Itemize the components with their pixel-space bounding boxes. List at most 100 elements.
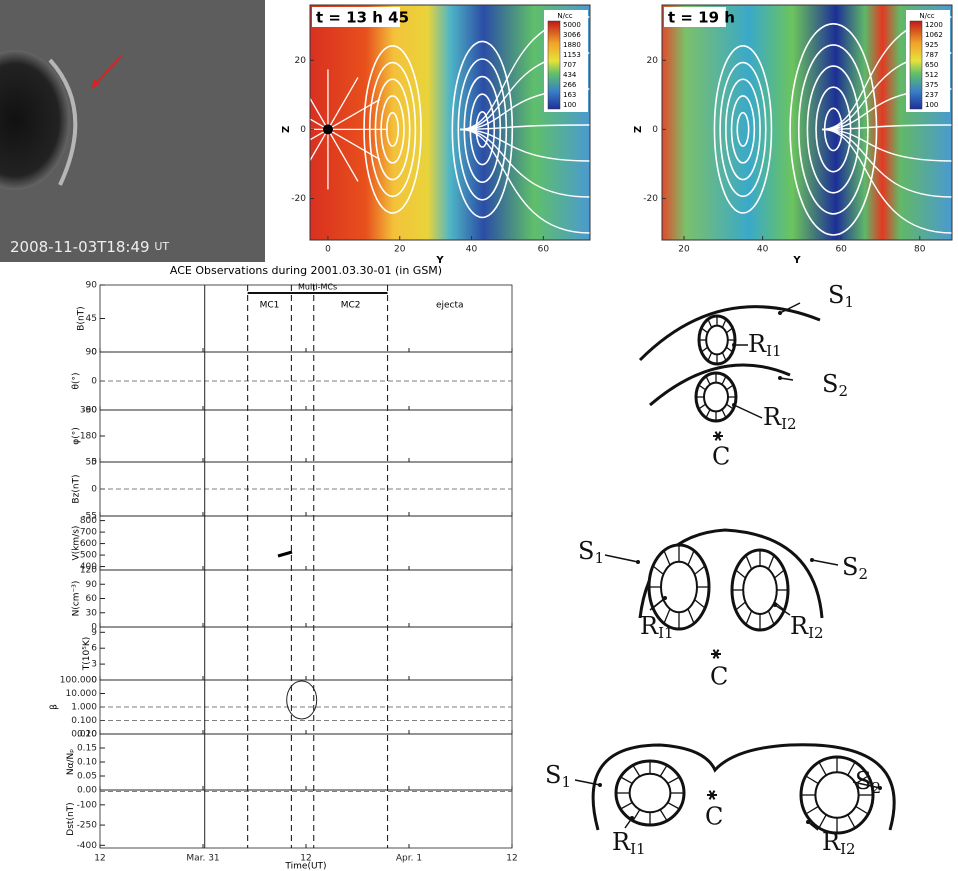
- x-tick-label: 60: [835, 245, 847, 255]
- x-tick-label: 20: [394, 245, 406, 255]
- pointer-head: [732, 343, 736, 347]
- diagram-label: RI1: [612, 828, 646, 859]
- y-tick-label: 0.20: [77, 730, 97, 740]
- rope-spoke: [694, 599, 706, 609]
- label-base: R: [612, 828, 631, 856]
- y-tick-label: -400: [77, 841, 98, 851]
- x-tick-label: 12: [300, 854, 311, 864]
- diagram-label: RI2: [790, 612, 824, 643]
- panel-frame: [99, 461, 513, 517]
- y-tick-label: 0: [91, 348, 97, 358]
- field-line: [275, 98, 329, 130]
- field-line: [327, 77, 359, 130]
- diagram-center: C: [705, 803, 723, 831]
- pointer-head: [663, 596, 667, 600]
- diagram-center: C: [710, 663, 728, 691]
- y-tick-label: 700: [80, 528, 97, 538]
- y-axis-label: β: [50, 704, 60, 710]
- pointer-head: [598, 783, 602, 787]
- y-tick-label: 90: [86, 580, 98, 590]
- y-axis-label: N(cm⁻³): [71, 581, 81, 617]
- y-tick-label: 500: [80, 551, 97, 561]
- y-tick-label: 0: [91, 623, 97, 633]
- colorbar-label: 787: [925, 51, 938, 59]
- rope-spoke: [652, 565, 664, 575]
- colorbar-unit: N/cc: [557, 12, 572, 20]
- colorbar-label: 237: [925, 91, 938, 99]
- y-tick-label: 800: [80, 516, 97, 526]
- rope-spoke: [774, 601, 785, 611]
- streamline: [459, 124, 591, 131]
- y-tick-label: 0.100: [71, 716, 97, 726]
- colorbar-label: 925: [925, 41, 938, 49]
- label-sub: 2: [871, 779, 881, 797]
- panel-frame: [99, 284, 513, 353]
- rope-spoke: [701, 327, 709, 334]
- arrow-head: [92, 79, 100, 88]
- y-tick-label: 0: [91, 485, 97, 495]
- y-tick-label: 20: [647, 56, 659, 66]
- region-label: ejecta: [436, 301, 464, 311]
- rope-spoke: [721, 352, 727, 362]
- y-axis-label: Bz(nT): [71, 474, 81, 503]
- diagram-label: S1: [828, 281, 854, 312]
- rope-spoke: [818, 814, 827, 829]
- y-tick-label: -90: [82, 406, 97, 416]
- rope-spoke: [735, 569, 746, 579]
- pointer: [811, 559, 839, 566]
- rope-spoke: [818, 761, 827, 776]
- colorbar-label: 1200: [925, 21, 943, 29]
- streamline: [821, 128, 953, 198]
- sun-mark: [714, 431, 722, 441]
- rope-spoke: [632, 809, 641, 822]
- panel-frame: [99, 569, 513, 628]
- streamline: [459, 128, 591, 162]
- x-tick-label: 12: [94, 854, 105, 864]
- y-tick-label: 6: [91, 644, 97, 654]
- y-tick-label: -55: [82, 512, 97, 522]
- pointer-head: [732, 403, 736, 407]
- diagram-label: S1: [545, 761, 571, 792]
- pointer: [624, 817, 633, 829]
- x-axis-label: Time(UT): [284, 862, 326, 871]
- label-base: S: [545, 761, 561, 789]
- rope-spoke: [855, 805, 869, 815]
- y-tick-label: 180: [80, 432, 97, 442]
- label-base: R: [763, 403, 782, 431]
- field-line: [297, 77, 329, 130]
- shock-shell: [591, 743, 896, 831]
- panel-frame: [99, 351, 513, 411]
- field-line: [297, 129, 329, 182]
- streamline: [821, 128, 953, 162]
- diagram-label: RI2: [822, 828, 856, 859]
- y-tick-label: 120: [80, 566, 97, 576]
- rope-spoke: [705, 375, 711, 385]
- colorbar-label: 100: [563, 101, 576, 109]
- streamline: [719, 61, 767, 198]
- rope-spoke: [687, 550, 695, 566]
- rope-spoke: [632, 764, 641, 777]
- label-sub: I1: [766, 342, 781, 360]
- rope-spoke: [667, 802, 680, 810]
- shock-arc: [649, 363, 791, 407]
- x-tick-label: Apr. 1: [396, 854, 422, 864]
- rope-spoke: [620, 802, 633, 810]
- label-base: R: [748, 330, 767, 358]
- streamline: [806, 65, 861, 194]
- frame: [661, 4, 953, 241]
- colorbar-label: 5000: [563, 21, 581, 29]
- y-tick-label: -100: [77, 800, 98, 810]
- label-sub: I2: [781, 415, 796, 433]
- panel-frame: [99, 789, 513, 849]
- rope-spoke: [667, 776, 680, 784]
- y-axis-label: Dst(nT): [66, 802, 76, 835]
- rope-spoke: [745, 555, 753, 570]
- colorbar-label: 512: [925, 71, 938, 79]
- label-base: S: [828, 281, 844, 309]
- frame: [309, 4, 591, 241]
- y-tick-label: 0: [91, 676, 97, 686]
- timestamp: 2008-11-03T18:49 UT: [10, 238, 169, 256]
- y-axis-label: Z: [633, 126, 644, 133]
- colorbar-label: 163: [563, 91, 576, 99]
- streamline: [713, 45, 773, 214]
